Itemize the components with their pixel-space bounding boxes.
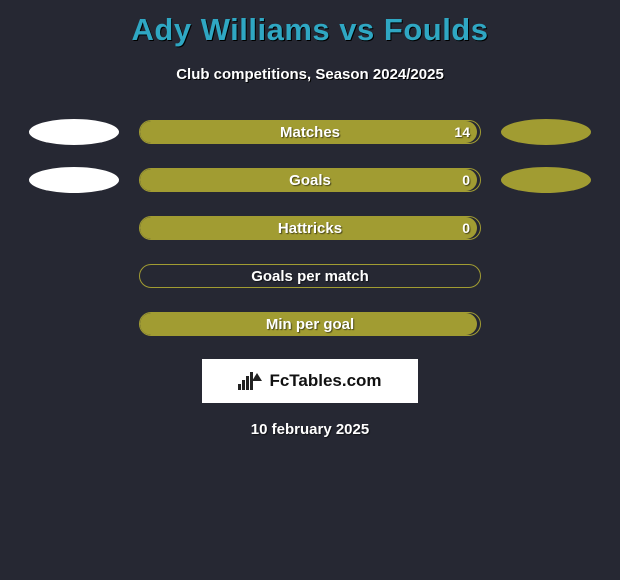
stat-bar-label: Goals (289, 172, 331, 189)
left-ellipse (29, 167, 119, 193)
stat-bar-label: Min per goal (266, 316, 354, 333)
right-spacer (501, 311, 591, 337)
left-spacer (29, 263, 119, 289)
stat-row: Hattricks 0 (0, 215, 620, 241)
page-title: Ady Williams vs Foulds (0, 0, 620, 48)
stat-rows: Matches 14 Goals 0 Hattricks 0 Goals per match… (0, 119, 620, 337)
stat-bar-label: Matches (280, 124, 340, 141)
stat-bar: Min per goal (139, 312, 481, 336)
brand-logo-icon (238, 372, 262, 390)
stat-bar: Matches 14 (139, 120, 481, 144)
stat-bar-label: Hattricks (278, 220, 342, 237)
stat-row: Goals per match (0, 263, 620, 289)
footer-date: 10 february 2025 (0, 421, 620, 438)
stat-row: Min per goal (0, 311, 620, 337)
right-spacer (501, 263, 591, 289)
stat-bar-value: 14 (454, 124, 470, 140)
brand-badge: FcTables.com (202, 359, 418, 403)
stat-bar: Goals per match (139, 264, 481, 288)
stat-bar: Goals 0 (139, 168, 481, 192)
stat-bar-value: 0 (462, 220, 470, 236)
right-spacer (501, 215, 591, 241)
stat-bar-value: 0 (462, 172, 470, 188)
left-ellipse (29, 119, 119, 145)
stat-bar: Hattricks 0 (139, 216, 481, 240)
right-ellipse (501, 119, 591, 145)
left-spacer (29, 215, 119, 241)
left-spacer (29, 311, 119, 337)
right-ellipse (501, 167, 591, 193)
brand-text: FcTables.com (269, 371, 381, 391)
stat-row: Matches 14 (0, 119, 620, 145)
stat-bar-label: Goals per match (251, 268, 369, 285)
subtitle: Club competitions, Season 2024/2025 (0, 66, 620, 83)
stat-row: Goals 0 (0, 167, 620, 193)
